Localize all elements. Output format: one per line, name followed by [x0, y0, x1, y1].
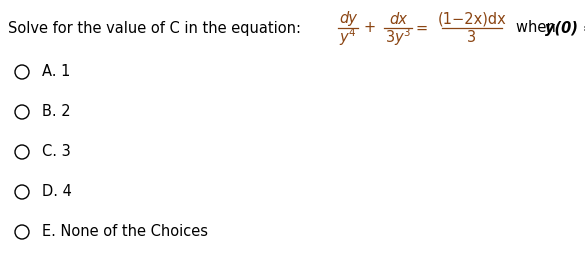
Text: +: + [364, 21, 376, 36]
Text: Solve for the value of C in the equation:: Solve for the value of C in the equation… [8, 21, 301, 36]
Text: E. None of the Choices: E. None of the Choices [42, 224, 208, 240]
Text: when: when [516, 21, 560, 36]
Text: 3: 3 [467, 30, 477, 44]
Text: C. 3: C. 3 [42, 144, 71, 160]
Text: $y^4$: $y^4$ [339, 26, 357, 48]
Text: (1−2x)dx: (1−2x)dx [438, 11, 507, 27]
Text: dx: dx [389, 11, 407, 27]
Text: =: = [416, 21, 428, 36]
Text: $3y^3$: $3y^3$ [385, 26, 411, 48]
Text: D. 4: D. 4 [42, 185, 72, 199]
Text: y(0) = 1: y(0) = 1 [545, 21, 585, 36]
Text: dy: dy [339, 11, 357, 27]
Text: A. 1: A. 1 [42, 64, 70, 79]
Text: B. 2: B. 2 [42, 105, 71, 120]
